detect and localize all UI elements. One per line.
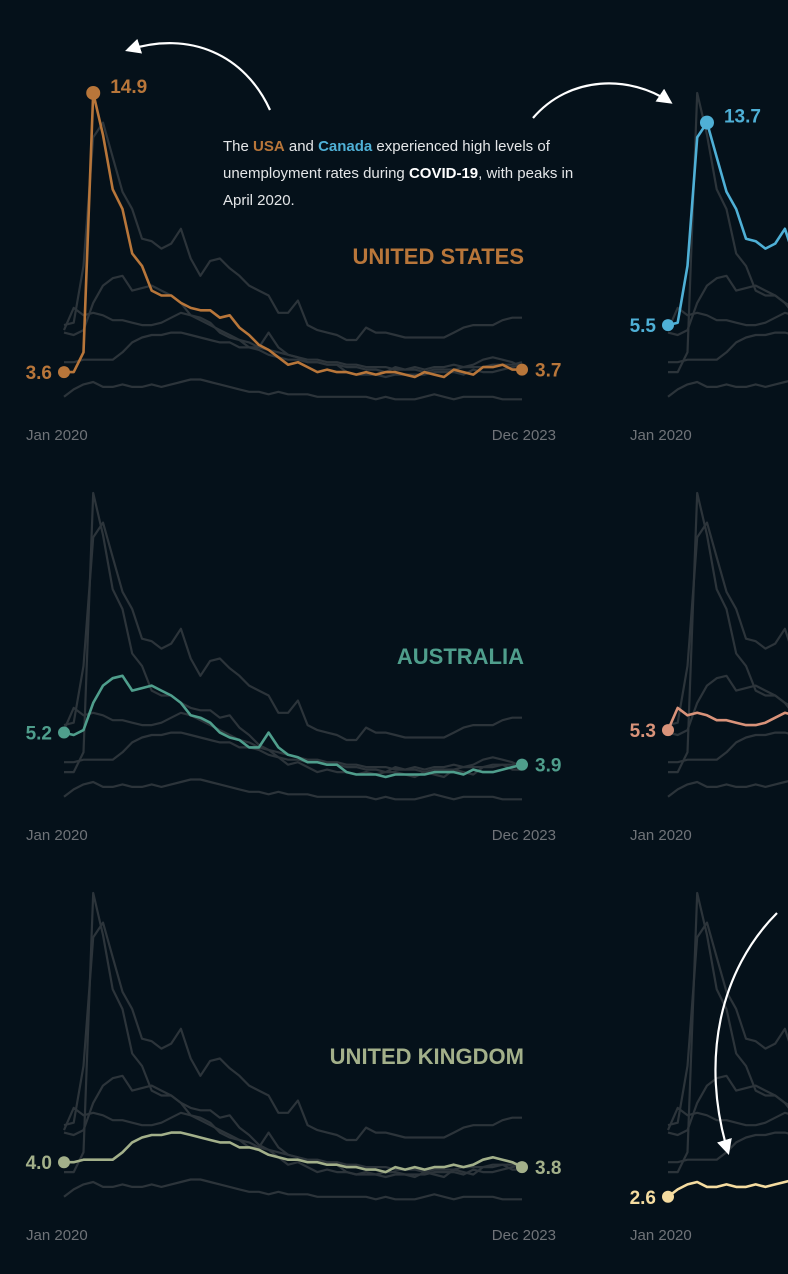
start-value-label: 5.2	[26, 724, 52, 745]
x-end-label: Dec 2023	[492, 827, 556, 844]
context-line	[668, 331, 788, 364]
annotation-arrow-canada	[532, 82, 673, 119]
highlight-line	[64, 91, 522, 379]
end-point	[516, 363, 528, 376]
context-line	[64, 331, 523, 374]
start-value-label: 5.5	[630, 316, 657, 337]
context-line	[63, 521, 522, 742]
context-line	[668, 891, 788, 1174]
annotation-covid: COVID-19	[408, 165, 479, 182]
country-title: AUSTRALIA	[397, 644, 524, 669]
context-line	[668, 91, 788, 374]
x-end-label: Dec 2023	[492, 1227, 556, 1244]
annotation-usa: USA	[253, 138, 285, 155]
annotation-canada: Canada	[318, 138, 373, 155]
start-point	[58, 366, 70, 379]
context-line	[667, 674, 788, 737]
highlight-line	[63, 674, 523, 779]
highlight-line	[667, 1179, 788, 1198]
highlight-line	[667, 121, 788, 327]
context-line	[666, 1106, 788, 1131]
peak-value-label: 13.7	[724, 107, 761, 128]
context-line	[63, 921, 522, 1142]
context-line	[62, 1106, 523, 1174]
panel-5: 2.6 Jan 2020	[630, 891, 788, 1244]
panel-0: 3.6 14.9 3.7 UNITED STATES Jan 2020 Dec 2023	[26, 77, 562, 444]
context-line	[63, 121, 522, 342]
highlight-line	[64, 1131, 523, 1174]
start-point	[662, 1190, 674, 1203]
x-start-label: Jan 2020	[26, 827, 88, 844]
annotation-arrow-usa	[125, 38, 272, 111]
end-point	[516, 1161, 528, 1174]
x-start-label: Jan 2020	[630, 827, 692, 844]
context-line	[667, 1074, 788, 1137]
covid-annotation: The USA and Canada experienced high leve…	[223, 133, 603, 214]
highlight-line	[666, 706, 788, 731]
end-value-label: 3.8	[535, 1158, 561, 1179]
context-line	[668, 731, 788, 764]
start-value-label: 3.6	[26, 363, 52, 384]
context-line	[667, 521, 788, 727]
end-value-label: 3.7	[535, 361, 561, 382]
peak-point	[699, 115, 714, 130]
context-line	[667, 780, 788, 798]
end-point	[516, 758, 528, 771]
context-line	[63, 778, 522, 801]
peak-point	[86, 85, 101, 100]
country-title: UNITED KINGDOM	[330, 1044, 524, 1069]
x-start-label: Jan 2020	[26, 427, 88, 444]
context-line	[64, 491, 522, 779]
context-line	[667, 380, 788, 398]
start-value-label: 5.3	[630, 721, 656, 742]
context-line	[62, 306, 523, 374]
context-line	[668, 1131, 788, 1164]
panel-1: 5.5 13.7 Jan 2020	[630, 91, 788, 444]
annotation-arrow-lowest	[714, 912, 778, 1155]
start-value-label: 2.6	[630, 1188, 656, 1209]
annotation-text: The	[223, 138, 254, 155]
x-start-label: Jan 2020	[630, 1227, 692, 1244]
context-line	[64, 891, 522, 1179]
end-value-label: 3.9	[535, 756, 561, 777]
start-point	[662, 724, 674, 737]
start-value-label: 4.0	[26, 1153, 52, 1174]
peak-value-label: 14.9	[110, 77, 147, 98]
context-line	[667, 274, 788, 337]
annotation-text: experienced high levels of unemployment …	[223, 138, 550, 182]
context-line	[63, 378, 522, 401]
country-title: UNITED STATES	[352, 244, 524, 269]
start-point	[58, 1156, 70, 1169]
context-line	[667, 921, 788, 1127]
start-point	[662, 319, 674, 332]
panel-2: 5.2 3.9 AUSTRALIA Jan 2020 Dec 2023	[26, 491, 561, 844]
panel-4: 4.0 3.8 UNITED KINGDOM Jan 2020 Dec 2023	[26, 891, 561, 1244]
x-start-label: Jan 2020	[26, 1227, 88, 1244]
context-line	[64, 731, 523, 774]
context-line	[63, 1178, 522, 1201]
context-line	[666, 306, 788, 331]
context-line	[668, 491, 788, 774]
start-point	[58, 726, 70, 739]
context-line	[63, 274, 523, 379]
x-end-label: Dec 2023	[492, 427, 556, 444]
annotation-text: and	[284, 138, 319, 155]
panel-3: 5.3 Jan 2020	[630, 491, 788, 844]
x-start-label: Jan 2020	[630, 427, 692, 444]
context-line	[63, 1074, 523, 1179]
annotation-text: , with peaks in April 2020.	[223, 165, 574, 209]
